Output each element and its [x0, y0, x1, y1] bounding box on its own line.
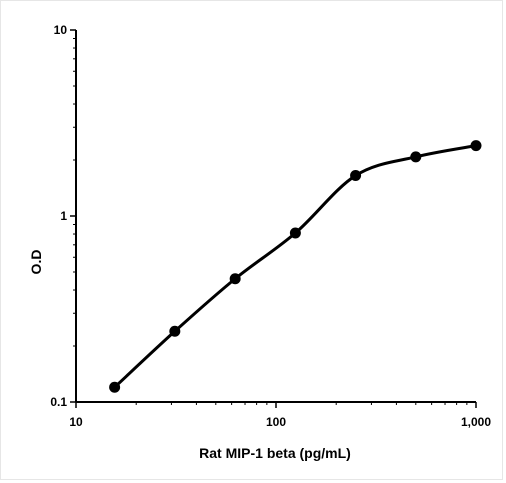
- data-point: [289, 227, 301, 239]
- x-axis-title: Rat MIP-1 beta (pg/mL): [199, 445, 351, 461]
- data-point: [109, 381, 121, 393]
- series-line: [113, 144, 477, 389]
- data-point: [169, 325, 181, 337]
- x-tick-label: 10: [69, 415, 83, 429]
- series-layer: [109, 140, 482, 393]
- y-tick-label: 1: [60, 209, 67, 223]
- x-tick-label: 1,000: [461, 415, 491, 429]
- x-axis-ticks: 10 100 1,000: [69, 402, 491, 429]
- y-tick-label: 10: [54, 23, 68, 37]
- axes: [75, 30, 476, 403]
- data-point: [410, 151, 422, 163]
- y-tick-label: 0.1: [50, 395, 67, 409]
- y-axis-ticks: 0.1 1 10: [50, 23, 76, 409]
- data-point: [229, 273, 241, 285]
- x-tick-label: 100: [266, 415, 286, 429]
- data-point: [350, 170, 362, 182]
- data-point: [470, 140, 482, 152]
- y-axis-title: O.D: [28, 250, 44, 275]
